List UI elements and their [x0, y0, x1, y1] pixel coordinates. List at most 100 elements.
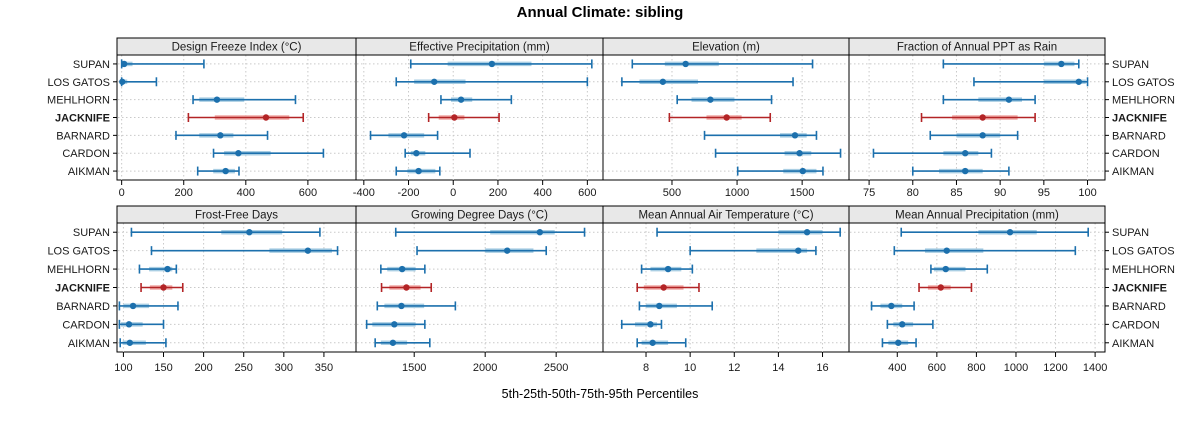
series-jacknife: [918, 283, 973, 292]
series-supan: [631, 59, 814, 69]
x-axis-tick-label: 2500: [544, 362, 568, 374]
x-axis-tick-label: 10: [684, 362, 696, 374]
series-jacknife: [920, 113, 1036, 122]
series-aikman: [911, 166, 1010, 176]
median-dot: [451, 114, 458, 121]
panel-strip: [848, 37, 1106, 56]
series-supan: [120, 59, 205, 69]
site-label-right: BARNARD: [1112, 130, 1166, 142]
median-dot: [795, 247, 802, 254]
panel-2: Effective Precipitation (mm) -400 -200 0 200…: [353, 37, 604, 199]
median-dot: [217, 132, 224, 139]
median-dot: [664, 265, 672, 273]
median-dot: [119, 78, 126, 85]
site-label-right: MEHLHORN: [1112, 95, 1175, 107]
x-axis-tick-label: 600: [928, 362, 946, 374]
x-axis-tick-label: 100: [114, 362, 132, 374]
panel-strip-label: Fraction of Annual PPT as Rain: [897, 42, 1057, 54]
median-dot: [403, 284, 410, 291]
site-label-right: AIKMAN: [1112, 338, 1154, 350]
median-dot: [1005, 96, 1013, 103]
median-dot: [962, 167, 969, 175]
series-supan: [942, 59, 1080, 69]
x-axis-tick-label: 12: [728, 362, 740, 374]
series-cardon: [365, 319, 426, 329]
series-barnard: [703, 130, 818, 140]
series-supan: [656, 227, 841, 237]
site-label-left: SUPAN: [73, 59, 110, 71]
median-dot: [937, 284, 944, 291]
series-cardon: [212, 148, 325, 158]
x-axis-tick-label: 16: [816, 362, 828, 374]
x-axis-tick-label: 350: [315, 362, 333, 374]
series-supan: [409, 59, 593, 69]
series-mehlhorn: [138, 264, 178, 274]
site-label-left: MEHLHORN: [47, 264, 110, 276]
series-los-gatos: [395, 77, 589, 87]
x-axis-tick-label: 400: [533, 187, 551, 199]
site-label-left: MEHLHORN: [47, 95, 110, 107]
panel-strip: [848, 205, 1106, 224]
series-aikman: [736, 166, 824, 176]
x-axis-tick-label: 400: [237, 187, 255, 199]
series-jacknife: [427, 113, 500, 122]
series-jacknife: [140, 283, 184, 292]
series-los-gatos: [893, 246, 1077, 256]
median-dot: [888, 302, 895, 310]
series-los-gatos: [119, 77, 158, 87]
median-dot: [649, 339, 656, 346]
x-axis-tick-label: 600: [578, 187, 596, 199]
median-dot: [488, 60, 496, 68]
series-barnard: [638, 301, 714, 311]
median-dot: [707, 96, 714, 103]
median-dot: [899, 321, 906, 328]
median-dot: [796, 150, 803, 157]
site-label-right: JACKNIFE: [1112, 283, 1167, 295]
chart-title: Annual Climate: sibling: [516, 4, 684, 21]
median-dot: [160, 284, 167, 291]
median-dot: [391, 321, 398, 328]
site-label-left: BARNARD: [56, 130, 110, 142]
x-axis-tick-label: 14: [772, 362, 784, 374]
x-axis-tick-label: -200: [398, 187, 420, 199]
median-dot: [235, 150, 242, 157]
site-label-left: BARNARD: [56, 301, 110, 313]
site-label-left: CARDON: [62, 319, 110, 331]
series-barnard: [118, 301, 179, 311]
panel-strip-label: Elevation (m): [692, 42, 760, 54]
x-axis-tick-label: 500: [663, 187, 681, 199]
panel-strip-label: Mean Annual Precipitation (mm): [895, 210, 1059, 222]
site-label-left: CARDON: [62, 148, 110, 160]
panel-6: Growing Degree Days (°C) 1500 2000 2500: [355, 205, 604, 374]
series-supan: [130, 227, 321, 237]
median-dot: [398, 302, 405, 310]
series-mehlhorn: [640, 264, 694, 274]
median-dot: [164, 265, 171, 273]
panel-3: Elevation (m) 500 1000 1500: [602, 37, 850, 199]
median-dot: [979, 132, 986, 139]
x-axis-tick-label: 2000: [473, 362, 497, 374]
series-mehlhorn: [192, 95, 297, 105]
median-dot: [400, 132, 408, 139]
site-label-right: MEHLHORN: [1112, 264, 1175, 276]
median-dot: [660, 284, 667, 291]
series-cardon: [118, 319, 165, 329]
x-axis-tick-label: 200: [489, 187, 507, 199]
series-los-gatos: [973, 77, 1089, 87]
x-axis-tick-label: 100: [1078, 187, 1096, 199]
series-mehlhorn: [676, 95, 773, 105]
x-axis-tick-label: 75: [863, 187, 875, 199]
series-los-gatos: [621, 77, 794, 87]
x-axis-tick-label: 1400: [1083, 362, 1107, 374]
panel-1: Design Freeze Index (°C) 0 200 400 600: [116, 37, 357, 199]
x-axis-tick-label: 0: [450, 187, 456, 199]
median-dot: [943, 247, 950, 254]
panel-strip-label: Growing Degree Days (°C): [411, 210, 548, 222]
series-mehlhorn: [440, 95, 513, 105]
x-axis-tick-label: 90: [994, 187, 1006, 199]
panel-5: Frost-Free Days 100 150 200 250 300 350: [114, 205, 357, 374]
series-los-gatos: [689, 246, 817, 256]
median-dot: [415, 167, 422, 175]
median-dot: [1058, 60, 1065, 68]
